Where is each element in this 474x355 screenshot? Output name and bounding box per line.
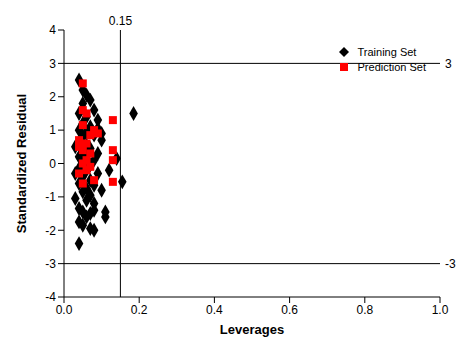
- html-text:Training Set: Training Set: [357, 45, 417, 58]
- svg-text:0.2: 0.2: [131, 303, 148, 317]
- svg-text:4: 4: [49, 23, 56, 37]
- svg-text:0: 0: [49, 157, 56, 171]
- svg-text:0.8: 0.8: [356, 303, 373, 317]
- svg-text:0.6: 0.6: [281, 303, 298, 317]
- svg-text:0.15: 0.15: [109, 14, 133, 28]
- svg-text:-1: -1: [45, 190, 56, 204]
- svg-text:-3: -3: [45, 257, 56, 271]
- svg-text:1: 1: [49, 123, 56, 137]
- svg-text:0.0: 0.0: [56, 303, 73, 317]
- svg-text:0.4: 0.4: [206, 303, 223, 317]
- svg-text:1.0: 1.0: [432, 303, 449, 317]
- svg-text:-3: -3: [445, 257, 456, 271]
- svg-text:3: 3: [49, 57, 56, 71]
- svg-text:Standardized Residual: Standardized Residual: [14, 94, 29, 233]
- svg-text:-2: -2: [45, 224, 56, 238]
- svg-text:-4: -4: [45, 290, 56, 304]
- svg-text:Leverages: Leverages: [220, 322, 284, 337]
- svg-text:3: 3: [445, 57, 452, 71]
- svg-text:2: 2: [49, 90, 56, 104]
- html-text:Prediction Set: Prediction Set: [357, 60, 426, 73]
